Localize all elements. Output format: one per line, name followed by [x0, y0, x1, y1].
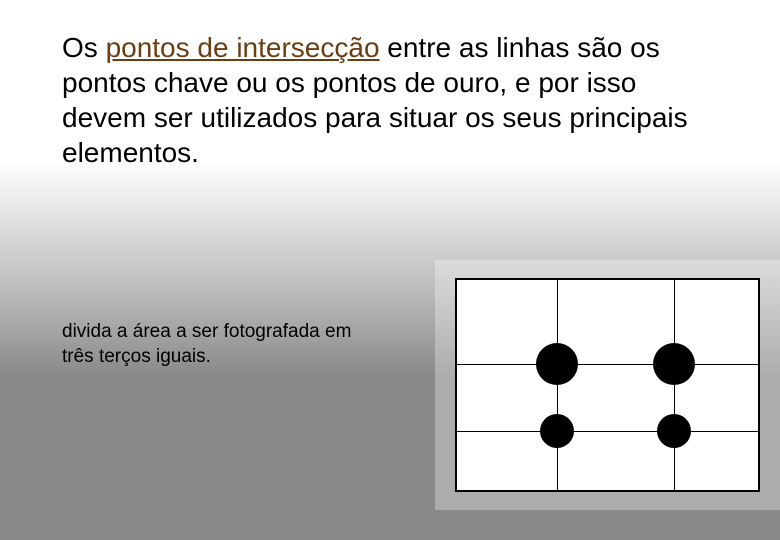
grid-hline-1: [457, 431, 758, 432]
sub-paragraph: divida a área a ser fotografada em três …: [62, 320, 372, 369]
intersection-dot-0: [536, 343, 578, 385]
main-paragraph: Os pontos de intersecção entre as linhas…: [62, 30, 712, 170]
grid-vline-1: [674, 280, 675, 490]
intersection-dot-3: [657, 414, 691, 448]
main-prefix: Os: [62, 32, 106, 63]
intersection-dot-1: [653, 343, 695, 385]
main-highlight: pontos de intersecção: [106, 32, 380, 63]
grid-hline-0: [457, 364, 758, 365]
intersection-dot-2: [540, 414, 574, 448]
diagram-container: [435, 260, 780, 510]
grid-vline-0: [557, 280, 558, 490]
rule-of-thirds-diagram: [455, 278, 760, 492]
